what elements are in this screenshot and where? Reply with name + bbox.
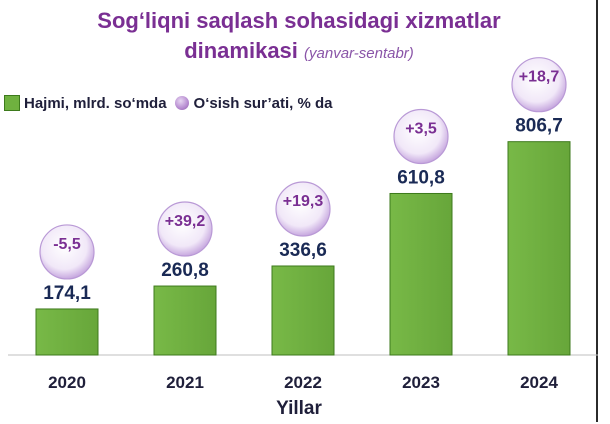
chart-title: Sog‘liqni saqlash sohasidagi xizmatlar d…: [0, 6, 598, 69]
x-axis-title: Yillar: [276, 398, 322, 419]
x-tick-2020: 2020: [48, 373, 86, 392]
value-label-2021: 260,8: [161, 260, 209, 281]
bar-2020: [35, 308, 99, 356]
growth-bubble-2021: [157, 201, 213, 257]
growth-label-2023: +3,5: [405, 120, 437, 137]
growth-bubble-2024: [511, 57, 567, 113]
chart-subtitle: (yanvar-sentabr): [304, 45, 414, 62]
growth-label-2021: +39,2: [165, 213, 206, 230]
x-tick-2023: 2023: [402, 373, 440, 392]
legend-label-volume: Hajmi, mlrd. so‘mda: [24, 94, 167, 112]
legend-swatch-bar: [4, 95, 20, 111]
value-label-2024: 806,7: [515, 116, 563, 137]
title-line-1: Sog‘liqni saqlash sohasidagi xizmatlar: [97, 8, 501, 33]
value-label-2022: 336,6: [279, 240, 327, 261]
bar-2023: [389, 192, 453, 356]
legend-swatch-bubble: [174, 96, 189, 110]
value-label-2020: 174,1: [43, 283, 91, 304]
title-line-2: dinamikasi (yanvar-sentabr): [0, 36, 598, 69]
bar-2021: [153, 285, 217, 356]
growth-bubble-2023: [393, 108, 449, 165]
bar-2022: [271, 265, 335, 356]
growth-label-2022: +19,3: [283, 193, 324, 210]
x-tick-2024: 2024: [520, 373, 558, 392]
x-tick-2022: 2022: [284, 373, 322, 392]
legend-label-growth: O‘sish sur’ati, % da: [193, 94, 333, 112]
value-label-2023: 610,8: [397, 167, 445, 188]
bar-2024: [507, 141, 571, 356]
x-tick-2021: 2021: [166, 373, 204, 392]
growth-label-2020: -5,5: [53, 236, 81, 253]
legend: Hajmi, mlrd. so‘mda O‘sish sur’ati, % da: [4, 92, 332, 114]
chart-frame: [596, 0, 598, 422]
title-line-2-text: dinamikasi: [184, 38, 298, 63]
growth-bubble-2022: [275, 181, 331, 237]
growth-label-2024: +18,7: [519, 69, 560, 86]
growth-bubble-2020: [39, 224, 95, 280]
